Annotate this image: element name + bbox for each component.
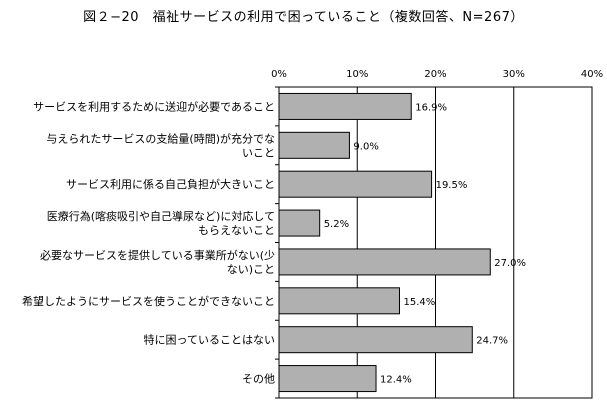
x-tick-label: 30%	[503, 69, 525, 80]
category-label: サービスを利用するために送迎が必要であること	[33, 99, 275, 113]
data-label: 27.0%	[494, 258, 526, 269]
category-label: ない)こと	[227, 263, 275, 276]
category-labels: サービスを利用するために送迎が必要であること与えられたサービスの支給量(時間)が…	[22, 99, 275, 385]
category-label: もらえないこと	[198, 224, 275, 237]
category-label: 特に困っていることはない	[144, 333, 275, 347]
x-tick-label: 40%	[581, 69, 603, 80]
category-label: 医療行為(喀痰吸引や自己導尿など)に対応して	[47, 209, 275, 223]
data-label: 24.7%	[476, 336, 508, 347]
category-label: サービス利用に係る自己負担が大きいこと	[66, 177, 275, 191]
data-label: 12.4%	[380, 375, 412, 386]
data-label: 19.5%	[436, 180, 468, 191]
bar	[278, 170, 433, 198]
bar	[278, 131, 350, 159]
bar	[278, 92, 412, 120]
category-label: その他	[242, 373, 275, 386]
category-label: 必要なサービスを提供している事業所がない(少	[40, 248, 275, 262]
bar	[278, 248, 491, 276]
data-label: 16.9%	[415, 102, 447, 113]
value-labels: 16.9% 9.0% 19.5% 5.2% 27.0% 15.4% 24.7% 12.4%	[324, 102, 526, 385]
bars	[278, 92, 491, 393]
x-tick-label: 0%	[271, 69, 287, 80]
data-label: 9.0%	[353, 141, 378, 152]
data-label: 15.4%	[404, 297, 436, 308]
x-tick-label: 10%	[346, 69, 368, 80]
x-tick-label: 20%	[424, 69, 446, 80]
bar	[278, 365, 377, 393]
data-label: 5.2%	[324, 219, 349, 230]
bar	[278, 326, 473, 354]
category-label: いこと	[242, 146, 275, 159]
category-label: 与えられたサービスの支給量(時間)が充分でな	[46, 131, 275, 145]
category-label: 希望したようにサービスを使うことができないこと	[22, 294, 275, 308]
chart-title: 図２−20 福祉サービスの利用で困っていること（複数回答、N=267）	[83, 10, 524, 25]
axis-tick-labels: 0% 10% 20% 30% 40%	[271, 69, 603, 80]
bar	[278, 287, 401, 315]
bar	[278, 209, 321, 237]
